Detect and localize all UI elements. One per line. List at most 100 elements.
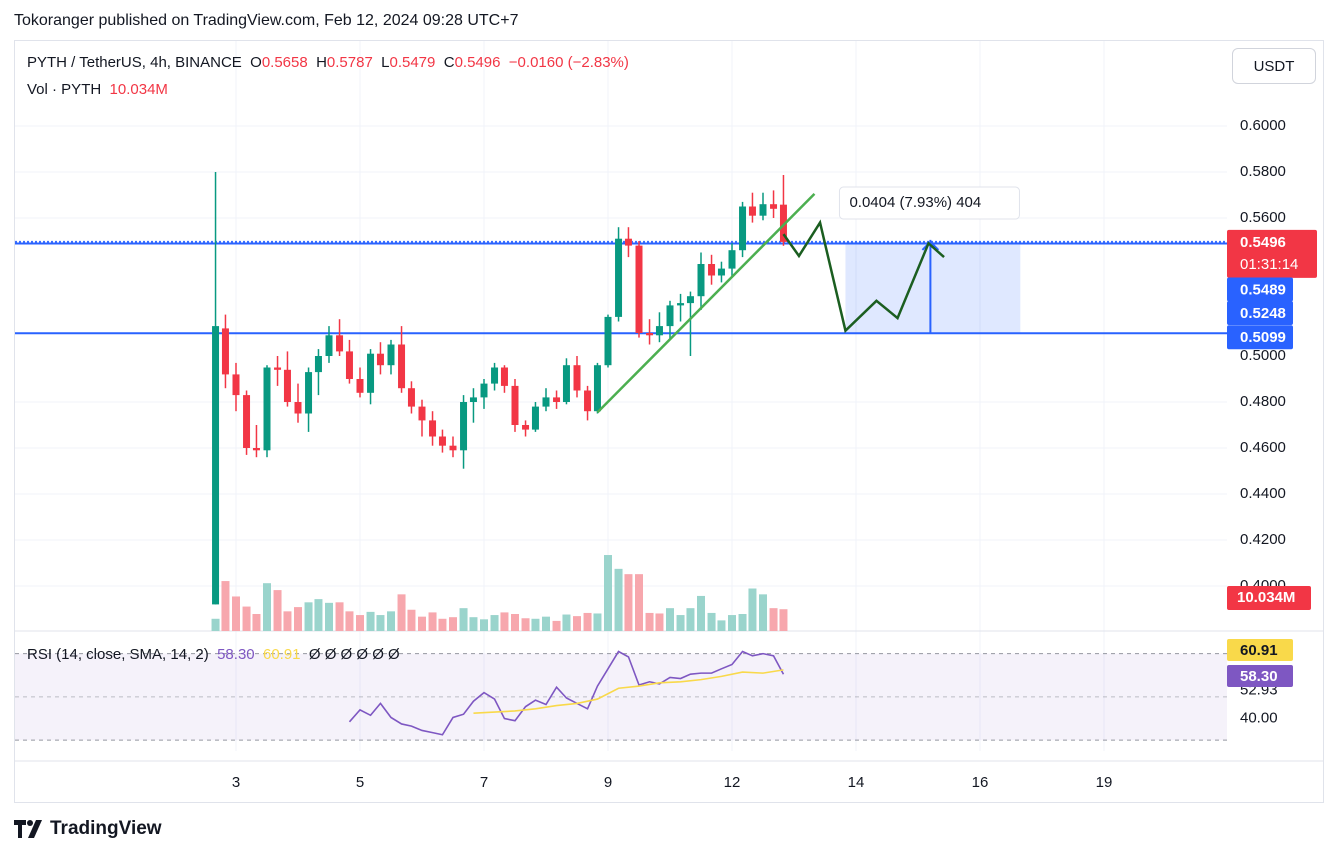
level-price-tag (1227, 325, 1293, 350)
candle-body (573, 365, 581, 391)
candle-body (562, 365, 570, 402)
candle-body (553, 397, 561, 402)
candle-body (407, 388, 415, 407)
candle-body (542, 397, 550, 407)
candle-body (604, 316, 612, 366)
volume-bar (242, 606, 251, 631)
volume-bar (283, 611, 292, 631)
price-axis-label: 0.5800 (1240, 163, 1286, 180)
candle-body (717, 268, 725, 276)
volume-bar (335, 602, 344, 631)
volume-bar (418, 616, 426, 631)
projected-price-path (782, 219, 945, 334)
volume-bar (583, 612, 592, 631)
volume-bar (294, 607, 302, 631)
price-axis-label: 0.6000 (1240, 117, 1286, 134)
candle-body (593, 365, 601, 412)
open-value: 0.5658 (261, 54, 308, 71)
high-value: 0.5787 (326, 54, 373, 71)
candle-body (398, 344, 406, 389)
volume-bar (645, 612, 654, 631)
volume-bar (459, 608, 468, 631)
level-price-tag (1227, 300, 1293, 325)
time-axis-label: 19 (1096, 774, 1113, 791)
time-axis-label: 14 (848, 774, 865, 791)
rsi-sma-value: 60.91 (262, 646, 301, 663)
tradingview-logo[interactable]: TradingView (14, 818, 162, 840)
volume-bar (655, 613, 664, 631)
volume-bar (500, 612, 509, 631)
rsi-value-tag (1227, 665, 1293, 687)
volume-bar (707, 612, 716, 631)
high-label: H (316, 54, 327, 71)
candle-body (511, 385, 519, 425)
rsi-value-tag-label: 60.91 (1240, 642, 1278, 659)
candle-body (460, 402, 468, 451)
volume-bar (221, 581, 230, 631)
close-value: 0.5496 (454, 54, 501, 71)
volume-value: 10.034M (109, 81, 168, 98)
price-axis-label: 0.4600 (1240, 439, 1286, 456)
last-price-tag (1227, 229, 1317, 278)
close-label: C (443, 54, 455, 71)
symbol-name[interactable]: PYTH / TetherUS, 4h, BINANCE (27, 54, 242, 71)
candle-body (615, 238, 623, 317)
last-price-label: 0.5496 (1240, 234, 1286, 251)
volume-bar (676, 615, 685, 631)
candle-body (449, 445, 457, 451)
rsi-title[interactable]: RSI (14, close, SMA, 14, 2) (27, 646, 209, 663)
volume-bar (624, 574, 633, 631)
volume-bar (717, 620, 726, 631)
candle-body (263, 367, 271, 451)
candle-body (655, 326, 663, 336)
volume-bar (304, 602, 313, 631)
candle-body (336, 335, 344, 352)
level-price-label: 0.5248 (1240, 305, 1286, 322)
candle-body (759, 204, 767, 216)
time-axis-label: 5 (356, 774, 364, 791)
volume-bar (542, 616, 550, 631)
volume-bar (521, 618, 530, 631)
candle-body (438, 436, 446, 446)
candle-body (522, 425, 530, 430)
candle-body (748, 206, 756, 216)
ascending-trendline (596, 192, 816, 414)
candle-body (624, 238, 632, 246)
volume-bar (438, 618, 447, 631)
volume-bar (604, 555, 612, 631)
volume-bar (480, 619, 488, 631)
volume-bar (748, 588, 757, 631)
time-axis-label: 12 (724, 774, 741, 791)
candle-body (325, 335, 333, 356)
volume-bar (428, 612, 437, 631)
candle-body (480, 383, 488, 398)
low-label: L (381, 54, 390, 71)
volume-label[interactable]: Vol · PYTH (27, 81, 102, 98)
volume-bar (573, 616, 581, 631)
chart-frame: 0.0404 (7.93%) 404 0.6000 0.5800 0.5600 0.48… (14, 40, 1324, 803)
price-axis-label: 0.4200 (1240, 531, 1286, 548)
footer-brand: TradingView (50, 818, 162, 839)
candle-body (387, 344, 395, 366)
chart-canvas[interactable]: 0.0404 (7.93%) 404 0.6000 0.5800 0.5600 0.48… (15, 41, 1323, 802)
volume-bar (511, 614, 519, 631)
volume-bar (387, 611, 395, 631)
volume-bar (635, 574, 643, 631)
volume-bar (366, 611, 375, 631)
candle-body (345, 351, 353, 379)
volume-bar (345, 611, 354, 631)
price-axis-label: 0.5000 (1240, 347, 1286, 364)
rsi-line (348, 650, 785, 736)
candle-body (500, 367, 508, 386)
volume-bar (356, 615, 364, 631)
volume-bar (469, 617, 478, 631)
currency-button[interactable]: USDT (1232, 48, 1316, 84)
change-value: −0.0160 (−2.83%) (508, 54, 629, 71)
volume-bar (769, 608, 778, 631)
rsi-legend: RSI (14, close, SMA, 14, 2) 58.30 60.91 … (27, 646, 400, 663)
volume-bar (562, 614, 571, 631)
price-axis-label: 0.4400 (1240, 485, 1286, 502)
candle-body (243, 395, 251, 448)
time-axis-label: 16 (972, 774, 989, 791)
measure-label: 0.0404 (7.93%) 404 (849, 194, 981, 211)
